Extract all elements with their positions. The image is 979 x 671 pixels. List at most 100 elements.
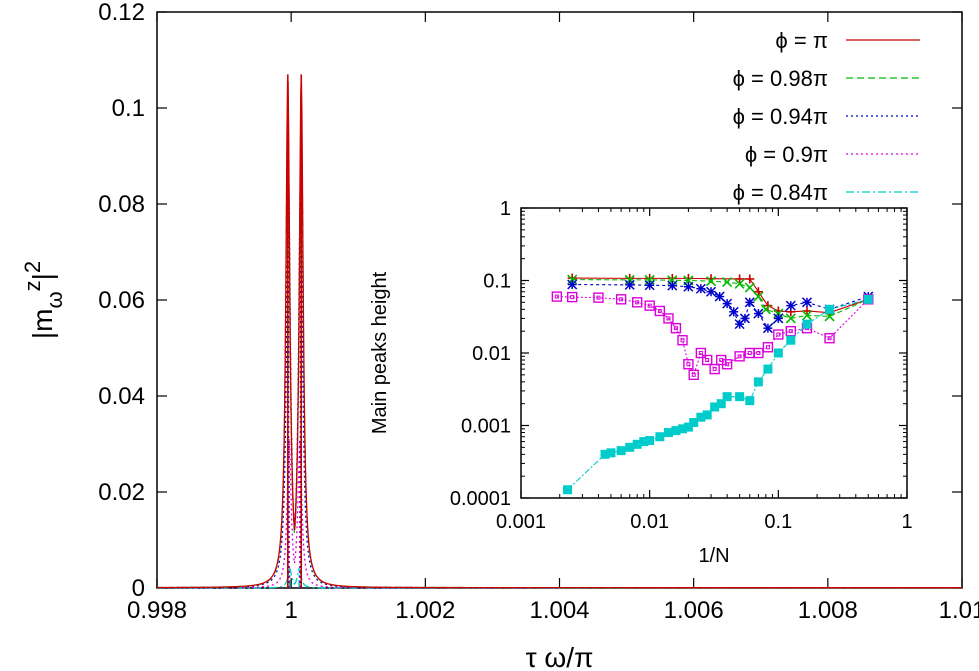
- inset-series: [551, 273, 874, 495]
- inset-data-point: [722, 277, 733, 288]
- inset-x-tick-label: 0.01: [630, 511, 669, 533]
- marker-filled-square: [683, 422, 693, 432]
- inset-data-point: [644, 280, 655, 291]
- inset-data-point: [702, 354, 713, 366]
- inset-data-point: [773, 348, 783, 358]
- marker-filled-square: [663, 428, 673, 438]
- marker-filled-square: [600, 449, 610, 459]
- marker-star-b: [753, 308, 764, 319]
- marker-filled-square: [745, 396, 755, 406]
- inset-data-point: [632, 439, 642, 449]
- inset-data-point: [710, 402, 720, 412]
- marker-filled-square: [616, 446, 626, 456]
- inset-data-point: [716, 399, 726, 409]
- inset-y-tick-label: 0.01: [472, 343, 511, 365]
- marker-filled-square: [773, 348, 783, 358]
- marker-open-square-inner: [554, 294, 559, 299]
- inset-data-point: [721, 359, 733, 370]
- inset-data-point: [762, 342, 774, 353]
- inset-data-point: [702, 410, 712, 420]
- inset-data-point: [615, 294, 627, 305]
- x-tick-label: 1: [284, 597, 297, 624]
- inset-data-point: [722, 298, 733, 309]
- inset-data-point: [722, 392, 732, 402]
- x-axis-title: τ ω/π: [526, 642, 594, 671]
- marker-filled-square: [863, 294, 873, 304]
- marker-x-b: [744, 282, 755, 293]
- inset-data-point: [753, 377, 763, 387]
- inset-data-point: [689, 417, 699, 427]
- marker-x-b: [785, 313, 796, 324]
- inset-data-point: [801, 310, 813, 321]
- inset-data-point: [734, 278, 745, 289]
- marker-filled-square: [716, 399, 726, 409]
- marker-x-b: [734, 278, 745, 289]
- inset-data-point: [785, 325, 797, 337]
- inset-data-point: [785, 300, 796, 311]
- marker-open-square-inner: [635, 300, 640, 305]
- inset-data-point: [785, 313, 796, 324]
- marker-star-b: [644, 280, 655, 291]
- marker-open-square-inner: [776, 332, 781, 337]
- marker-open-square: [785, 325, 797, 337]
- x-tick-label: 1.01: [939, 597, 979, 624]
- inset-data-point: [824, 333, 835, 344]
- inset-data-point: [606, 448, 616, 458]
- marker-star-b: [722, 298, 733, 309]
- marker-star-b: [667, 280, 678, 291]
- marker-filled-square: [625, 442, 635, 452]
- marker-filled-square: [645, 436, 655, 446]
- marker-open-square: [670, 322, 682, 334]
- marker-x-b: [801, 310, 813, 321]
- legend-label: ϕ = 0.9π: [745, 142, 828, 167]
- marker-open-square: [702, 354, 713, 366]
- inset-data-point: [801, 297, 813, 308]
- marker-filled-square: [702, 410, 712, 420]
- main-ticks: 0.998 1 1.002 1.004 1.006 1.008 1.01 0 0.02 0.04 0…: [98, 0, 979, 624]
- marker-open-square: [654, 305, 666, 317]
- marker-open-square-inner: [691, 372, 696, 377]
- inset-data-point: [728, 306, 739, 317]
- inset-data-point: [735, 392, 745, 402]
- marker-open-square: [551, 291, 563, 302]
- marker-open-square: [695, 347, 707, 359]
- inset-data-point: [600, 449, 610, 459]
- marker-open-square-inner: [680, 338, 685, 343]
- inset-data-point: [745, 274, 755, 284]
- marker-open-square: [753, 347, 764, 359]
- inset-data-point: [802, 319, 812, 329]
- inset-data-point: [683, 359, 694, 370]
- inset-data-point: [773, 329, 784, 340]
- legend-label: ϕ = 0.84π: [733, 180, 828, 205]
- marker-open-square: [677, 335, 688, 346]
- marker-filled-square: [825, 304, 835, 314]
- inset-data-point: [696, 412, 706, 422]
- marker-filled-square: [655, 432, 665, 442]
- inset-data-point: [655, 432, 665, 442]
- marker-filled-square: [606, 448, 616, 458]
- inset-data-point: [683, 281, 694, 292]
- inset-data-point: [677, 335, 688, 346]
- marker-filled-square: [722, 392, 732, 402]
- marker-filled-square: [753, 377, 763, 387]
- inset-y-tick-label: 0.1: [483, 271, 511, 293]
- marker-filled-square: [678, 424, 688, 434]
- inset-series-line: [572, 279, 869, 319]
- marker-open-square-inner: [756, 351, 761, 355]
- marker-star-b: [739, 313, 750, 324]
- inset-data-point: [802, 306, 812, 316]
- inset-y-tick-label: 0.001: [461, 416, 511, 438]
- y-axis-title-bar-right: |: [27, 273, 58, 280]
- marker-open-square-inner: [725, 362, 730, 367]
- x-tick-label: 1.004: [529, 597, 589, 624]
- y-tick-label: 0: [132, 575, 145, 602]
- legend-label: ϕ = π: [775, 28, 828, 53]
- y-tick-label: 0.1: [112, 95, 145, 122]
- inset-data-point: [763, 364, 773, 374]
- inset-data-point: [695, 283, 706, 294]
- inset-x-tick-label: 0.1: [764, 511, 792, 533]
- inset-data-point: [734, 351, 745, 362]
- marker-open-square-inner: [673, 326, 678, 331]
- legend: ϕ = π ϕ = 0.98π ϕ = 0.94π ϕ = 0.9π ϕ = 0.84π: [733, 28, 920, 205]
